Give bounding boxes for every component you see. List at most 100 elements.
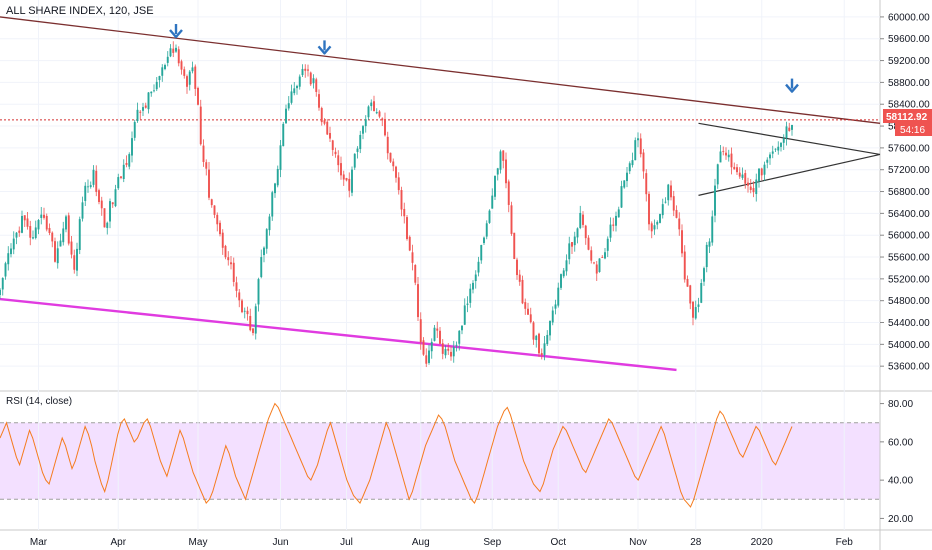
candle-body [329,133,331,139]
arrow-head [169,29,183,39]
candle-body [241,300,243,313]
candle-body [219,222,221,235]
candle-body [318,94,320,108]
candle-body [628,163,631,172]
y-tick-label: 58800.00 [888,78,930,89]
candle-body [4,263,7,277]
candle-body [392,161,395,167]
candle-body [315,79,318,92]
candle-body [488,210,491,223]
candle-body [502,150,505,161]
candle-body [131,138,133,156]
candle-body [249,315,252,331]
candle-body [485,223,488,237]
down-arrow-icon [169,24,183,39]
candle-body [103,208,106,228]
candle-body [568,243,571,260]
candle-body [400,190,403,210]
candle-body [263,247,265,256]
arrow-layer [169,24,799,93]
trendline-layer [0,16,881,372]
candle-body [76,248,78,271]
candle-body [84,185,87,201]
candle-body [461,325,463,331]
candle-body [378,111,381,117]
candle-body [469,288,472,303]
x-tick-label: Feb [836,537,854,548]
candle-body [763,164,766,175]
candle-body [34,227,37,239]
x-tick-label: May [189,537,208,548]
candle-layer [0,41,793,368]
candle-body [637,138,639,141]
candle-body [631,160,634,166]
candle-body [653,225,656,230]
candle-body [571,242,573,247]
y-tick-label: 57200.00 [888,165,930,176]
candle-body [741,174,744,178]
axis-layer: 53600.00 54000.00 54400.00 54800.00 55200.00… [30,12,930,548]
candle-body [667,184,670,201]
candle-body [235,282,238,291]
candle-body [480,245,483,261]
candle-body [494,175,496,197]
candle-body [337,155,340,166]
candle-body [166,56,169,63]
candle-body [227,257,230,261]
rsi-layer [0,402,793,508]
candle-body [694,307,697,319]
candle-body [1,277,4,290]
candle-body [730,153,733,168]
candle-body [367,106,370,118]
candle-body [142,107,144,111]
candle-body [62,228,65,243]
candle-body [73,255,76,270]
candle-body [345,177,348,181]
candle-body [521,279,524,304]
candle-body [155,81,158,90]
candle-body [175,47,177,52]
candle-body [604,252,606,259]
candle-body [216,214,219,225]
candle-body [736,167,738,173]
candle-body [403,208,406,217]
candle-body [769,154,771,159]
candle-body [527,308,529,315]
candle-body [700,283,703,303]
candle-body [0,289,1,295]
down-arrow-icon [785,78,799,93]
candle-body [106,222,109,228]
x-tick-label: Oct [550,537,566,548]
candle-body [271,192,274,217]
candle-body [766,159,769,163]
candle-body [617,209,620,218]
candle-body [672,196,675,211]
candle-body [100,200,103,209]
candle-body [425,355,428,364]
candle-body [205,162,208,169]
candle-body [406,217,408,239]
countdown-box [895,123,932,136]
candle-body [320,108,323,123]
candle-body [703,268,705,282]
candle-body [386,136,389,154]
candle-body [491,195,494,209]
candle-body [755,179,758,195]
candle-body [7,253,10,265]
candle-body [10,248,12,255]
candle-body [458,330,461,344]
candle-body [532,322,535,340]
candle-body [221,232,224,248]
candle-body [87,186,89,188]
candle-body [307,69,309,71]
candle-body [301,68,304,76]
candle-body [593,262,595,264]
candle-body [708,241,711,247]
x-tick-label: Jun [272,537,288,548]
candle-body [364,119,367,127]
candle-body [474,274,477,282]
candle-body [254,306,257,334]
candle-body [45,215,48,230]
